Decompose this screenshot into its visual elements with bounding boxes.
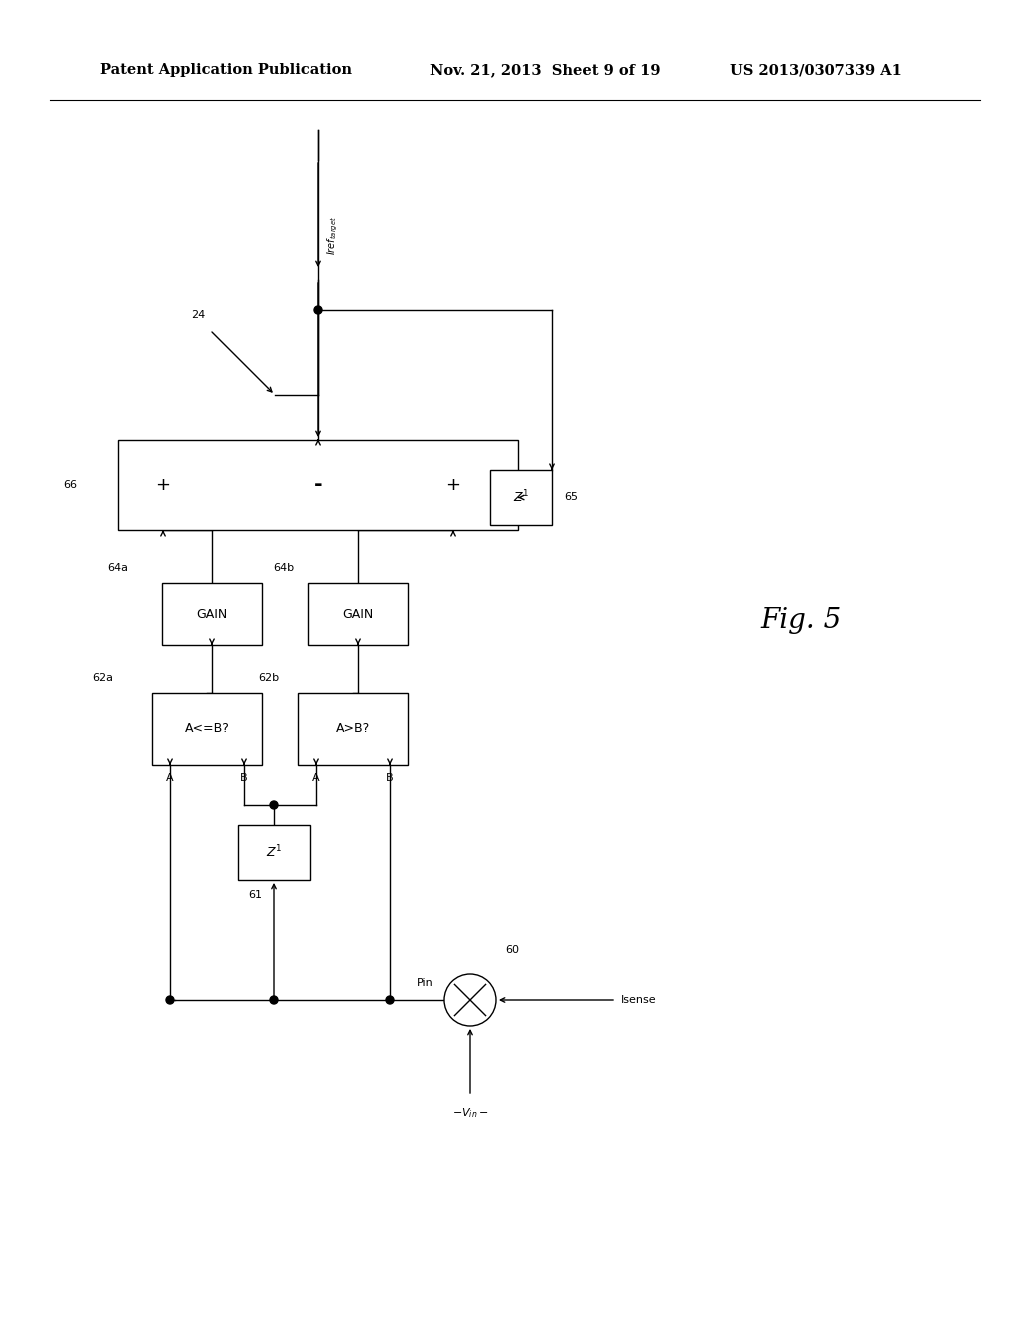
Text: A: A bbox=[166, 774, 174, 783]
Text: $-V_{in}-$: $-V_{in}-$ bbox=[452, 1106, 488, 1119]
Circle shape bbox=[444, 974, 496, 1026]
Text: A: A bbox=[312, 774, 319, 783]
Bar bbox=[118, 440, 518, 531]
Circle shape bbox=[314, 306, 322, 314]
Circle shape bbox=[270, 801, 278, 809]
Bar bbox=[298, 693, 408, 766]
Text: $Z^{1}$: $Z^{1}$ bbox=[266, 845, 283, 861]
Text: B: B bbox=[241, 774, 248, 783]
Circle shape bbox=[166, 997, 174, 1005]
Text: US 2013/0307339 A1: US 2013/0307339 A1 bbox=[730, 63, 902, 77]
Bar bbox=[308, 583, 408, 645]
Text: 62a: 62a bbox=[92, 673, 113, 682]
Text: GAIN: GAIN bbox=[197, 607, 227, 620]
Circle shape bbox=[270, 997, 278, 1005]
Text: 62b: 62b bbox=[258, 673, 280, 682]
Text: +: + bbox=[445, 477, 461, 494]
Bar bbox=[162, 583, 262, 645]
Text: Nov. 21, 2013  Sheet 9 of 19: Nov. 21, 2013 Sheet 9 of 19 bbox=[430, 63, 660, 77]
Bar bbox=[490, 470, 552, 525]
Text: Pin: Pin bbox=[417, 978, 434, 987]
Text: $Z^{1}$: $Z^{1}$ bbox=[513, 490, 529, 506]
Text: -: - bbox=[313, 475, 323, 495]
Text: 64b: 64b bbox=[273, 564, 294, 573]
Text: 24: 24 bbox=[190, 310, 205, 319]
Text: Fig. 5: Fig. 5 bbox=[760, 606, 842, 634]
Text: Patent Application Publication: Patent Application Publication bbox=[100, 63, 352, 77]
Text: A>B?: A>B? bbox=[336, 722, 370, 735]
Bar bbox=[152, 693, 262, 766]
Text: 61: 61 bbox=[248, 890, 262, 900]
Text: GAIN: GAIN bbox=[342, 607, 374, 620]
Text: 66: 66 bbox=[63, 480, 77, 490]
Text: 65: 65 bbox=[564, 492, 578, 503]
Text: Isense: Isense bbox=[621, 995, 656, 1005]
Text: A<=B?: A<=B? bbox=[184, 722, 229, 735]
Text: $Iref_{target}$: $Iref_{target}$ bbox=[326, 215, 340, 255]
Text: 60: 60 bbox=[505, 945, 519, 954]
Text: 64a: 64a bbox=[106, 564, 128, 573]
Text: B: B bbox=[386, 774, 394, 783]
Circle shape bbox=[386, 997, 394, 1005]
Bar bbox=[238, 825, 310, 880]
Text: +: + bbox=[156, 477, 171, 494]
